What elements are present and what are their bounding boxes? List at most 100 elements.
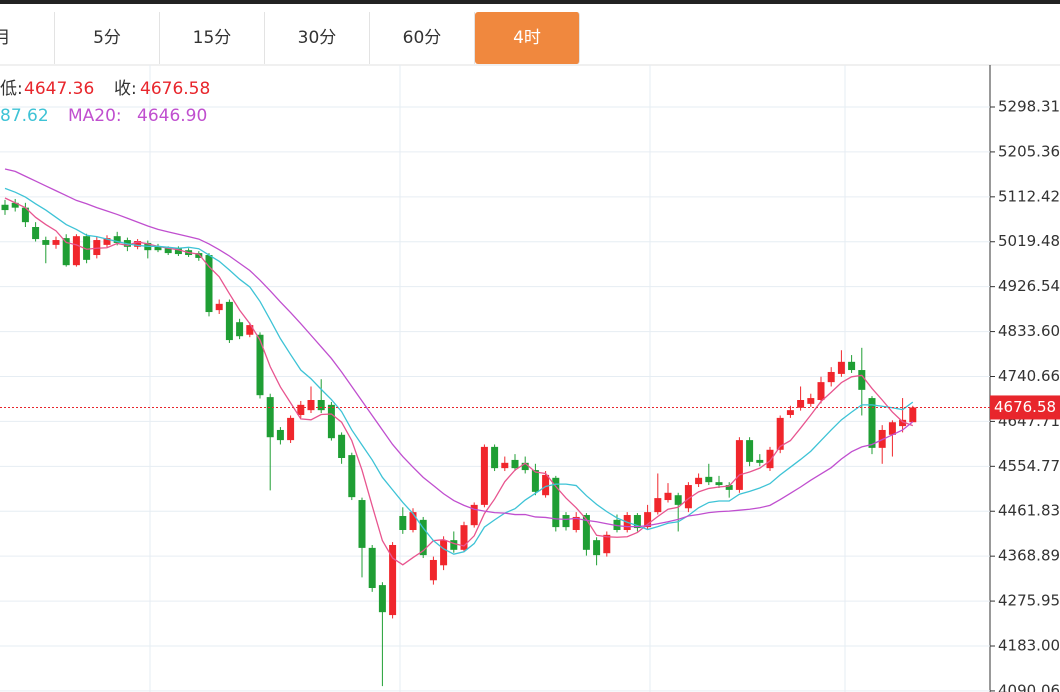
candle-body [888,422,896,435]
tab[interactable]: 30分 [265,12,370,64]
candle-body [134,241,142,247]
candle-body [837,361,845,374]
candle-body [399,515,407,531]
legend-label: 收: [114,79,137,99]
candle-body [746,440,754,462]
candle-body [317,400,325,411]
candle-body [429,559,437,581]
candle-body [307,400,315,411]
candle-body [450,540,458,550]
candle-body [542,474,550,496]
y-tick-label: 5019.48 [998,232,1060,250]
candle-body [154,246,162,251]
candle-body [593,540,601,556]
candle-body [797,400,805,408]
candle-body [633,515,641,529]
legend-value: 4647.36 [24,79,94,99]
candle-body [205,255,213,313]
candle-body [664,492,672,501]
candle-body [409,512,417,531]
moving-average-line [4,168,914,528]
candle-body [735,440,743,490]
candle-body [52,240,60,245]
candle-body [858,370,866,390]
candle-body [93,240,101,256]
tab-bar: 月 5分 15分 30分 60分 4时 [0,12,580,64]
tab[interactable]: 60分 [370,12,475,64]
candle-body [368,547,376,588]
candle-body [419,519,427,556]
y-tick-label: 4833.60 [998,322,1060,340]
candle-body [786,410,794,415]
legend-value: 4646.90 [137,106,207,126]
candle-body [582,515,590,550]
candle-body [327,404,335,439]
candle-body [174,248,182,255]
candle-body [654,498,662,513]
candle-body [256,334,264,396]
candle-body [246,325,254,335]
y-tick-label: 4926.54 [998,277,1060,295]
y-tick-label: 5298.31 [998,97,1060,115]
candle-body [674,495,682,505]
legend-value: 4676.58 [140,79,210,99]
candle-body [72,236,80,266]
candle-body [817,382,825,401]
candle-body [501,462,509,469]
candle-body [480,446,488,505]
candle-body [225,301,233,341]
candle-body [521,462,529,471]
candle-body [776,417,784,450]
candle-body [348,455,356,498]
candle-body [276,429,284,441]
top-border [0,0,1060,4]
legend-value: 87.62 [0,106,49,126]
candle-body [766,449,774,469]
candle-body [42,240,50,245]
y-tick-label: 4183.00 [998,636,1060,654]
candle-body [215,303,223,311]
y-tick-label: 4090.06 [998,681,1060,692]
tab-active[interactable]: 4时 [475,12,580,64]
candle-body [460,525,468,550]
candle-body [266,397,274,438]
candle-body [899,419,907,427]
candle-body [603,534,611,554]
candle-body [695,477,703,485]
candle-body [11,202,19,208]
candle-body [715,482,723,486]
candle-body [440,540,448,566]
candle-body [909,407,917,423]
moving-average-line [4,197,914,566]
candle-body [868,398,876,448]
candle-body [807,398,815,404]
candle-body [644,512,652,528]
candle-body [684,485,692,509]
candle-body [756,459,764,463]
candle-body [287,417,295,441]
candle-body [358,500,366,548]
candle-body [878,429,886,448]
moving-average-line [4,187,914,555]
y-tick-label: 4461.83 [998,502,1060,520]
candle-body [103,238,111,245]
candle-body [164,248,172,254]
y-tick-label: 4740.66 [998,367,1060,385]
candle-body [827,371,835,383]
tab[interactable]: 5分 [55,12,160,64]
candle-body [848,361,856,371]
candle-body [32,226,40,240]
y-tick-label: 5112.42 [998,187,1060,205]
candle-body [195,253,203,258]
candle-body [562,515,570,528]
tab[interactable]: 月 [0,12,55,64]
candle-body [62,238,70,266]
candle-body [297,404,305,415]
last-price-tag [990,395,1060,420]
last-price-label: 4676.58 [994,398,1056,416]
y-tick-label: 4368.89 [998,547,1060,565]
tab[interactable]: 15分 [160,12,265,64]
candle-body [572,516,580,531]
